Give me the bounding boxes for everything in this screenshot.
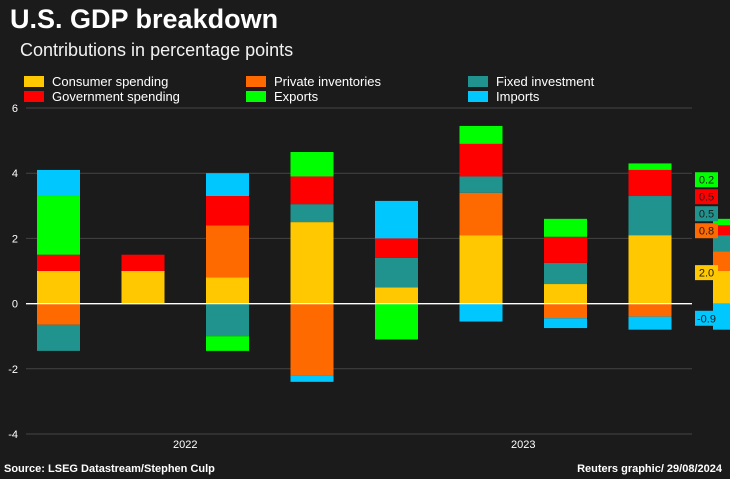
bar-segment-fixed-investment [713, 235, 730, 252]
bar-segment-consumer-spending [37, 271, 80, 304]
bar-segment-consumer-spending [121, 271, 165, 304]
bar-segment-exports [206, 336, 249, 351]
bar-segment-exports [628, 163, 672, 170]
bar-segment-government-spending [628, 169, 672, 197]
x-tick-label: 2022 [173, 439, 197, 451]
bar-segment-exports [459, 125, 503, 144]
bar-segment-fixed-investment [206, 303, 249, 337]
chart-subtitle: Contributions in percentage points [20, 40, 294, 60]
bar-segment-private-inventories [37, 303, 80, 325]
y-tick-label: 0 [12, 299, 18, 311]
bar-segment-government-spending [459, 143, 503, 177]
bar-segment-exports [713, 218, 730, 226]
legend-swatch [24, 91, 44, 102]
bar-segment-consumer-spending [628, 235, 672, 304]
bar-segment-government-spending [375, 238, 418, 258]
bar-segment-imports [37, 169, 80, 197]
legend-swatch [246, 76, 266, 87]
credit-note: Reuters graphic/ 29/08/2024 [577, 463, 722, 475]
y-tick-label: 4 [12, 168, 18, 180]
bar-segment-imports [459, 303, 503, 322]
bar-segment-fixed-investment [290, 204, 334, 223]
bar-segment-government-spending [713, 225, 730, 236]
legend-label: Private inventories [274, 74, 381, 89]
legend-swatch [468, 91, 488, 102]
end-label-box [695, 189, 718, 205]
bar-segment-fixed-investment [628, 196, 672, 236]
bar-segment-consumer-spending [375, 287, 418, 304]
bar-segment-government-spending [121, 254, 165, 271]
bar-segment-government-spending [37, 254, 80, 271]
bar-segment-private-inventories [290, 303, 334, 376]
bar-segment-private-inventories [459, 192, 503, 236]
legend-swatch [24, 76, 44, 87]
legend-label: Imports [496, 89, 540, 104]
bar-segment-consumer-spending [290, 222, 334, 304]
legend-label: Consumer spending [52, 74, 169, 89]
end-value-label: 0.2 [699, 175, 714, 187]
end-value-label: 0.5 [699, 209, 714, 221]
end-label-box [695, 206, 718, 222]
end-value-label: -0.9 [697, 313, 716, 325]
y-tick-label: 6 [12, 103, 18, 115]
y-tick-label: 2 [12, 233, 18, 245]
bar-segment-exports [375, 303, 418, 340]
bar-segment-government-spending [206, 196, 249, 226]
bar-segment-imports [375, 200, 418, 239]
legend-label: Fixed investment [496, 74, 595, 89]
bar-segment-fixed-investment [459, 176, 503, 193]
end-label-box [695, 223, 718, 239]
end-value-label: 0.8 [699, 226, 714, 238]
end-label-box [695, 172, 718, 188]
end-label-box [695, 310, 718, 326]
bar-segment-government-spending [544, 236, 587, 263]
legend: Consumer spending Private inventories Fi… [24, 74, 724, 106]
bar-segment-exports [544, 218, 587, 237]
bar-segment-exports [290, 152, 334, 177]
x-tick-label: 2023 [511, 439, 535, 451]
end-value-label: 0.5 [699, 192, 714, 204]
bar-segment-fixed-investment [375, 257, 418, 288]
legend-swatch [246, 91, 266, 102]
bar-segment-consumer-spending [206, 277, 249, 304]
bar-segment-fixed-investment [544, 262, 587, 285]
bar-segment-consumer-spending [459, 235, 503, 304]
bar-segment-imports [206, 173, 249, 197]
source-note: Source: LSEG Datastream/Stephen Culp [4, 463, 215, 475]
y-tick-label: -2 [8, 364, 18, 376]
bar-segment-private-inventories [628, 303, 672, 317]
legend-label: Exports [274, 89, 319, 104]
bar-segment-consumer-spending [544, 284, 587, 304]
bar-segment-government-spending [290, 176, 334, 205]
bar-segment-fixed-investment [37, 324, 80, 351]
bar-segment-imports [290, 375, 334, 382]
bar-segment-private-inventories [206, 225, 249, 278]
bar-segment-private-inventories [544, 303, 587, 319]
end-label-box [695, 265, 718, 281]
legend-label: Government spending [52, 89, 180, 104]
bar-segment-imports [544, 318, 587, 329]
bar-segment-imports [628, 316, 672, 330]
bar-segment-exports [37, 196, 80, 255]
end-value-label: 2.0 [699, 268, 714, 280]
legend-swatch [468, 76, 488, 87]
chart-title: U.S. GDP breakdown [10, 4, 279, 34]
y-tick-label: -4 [8, 429, 18, 441]
